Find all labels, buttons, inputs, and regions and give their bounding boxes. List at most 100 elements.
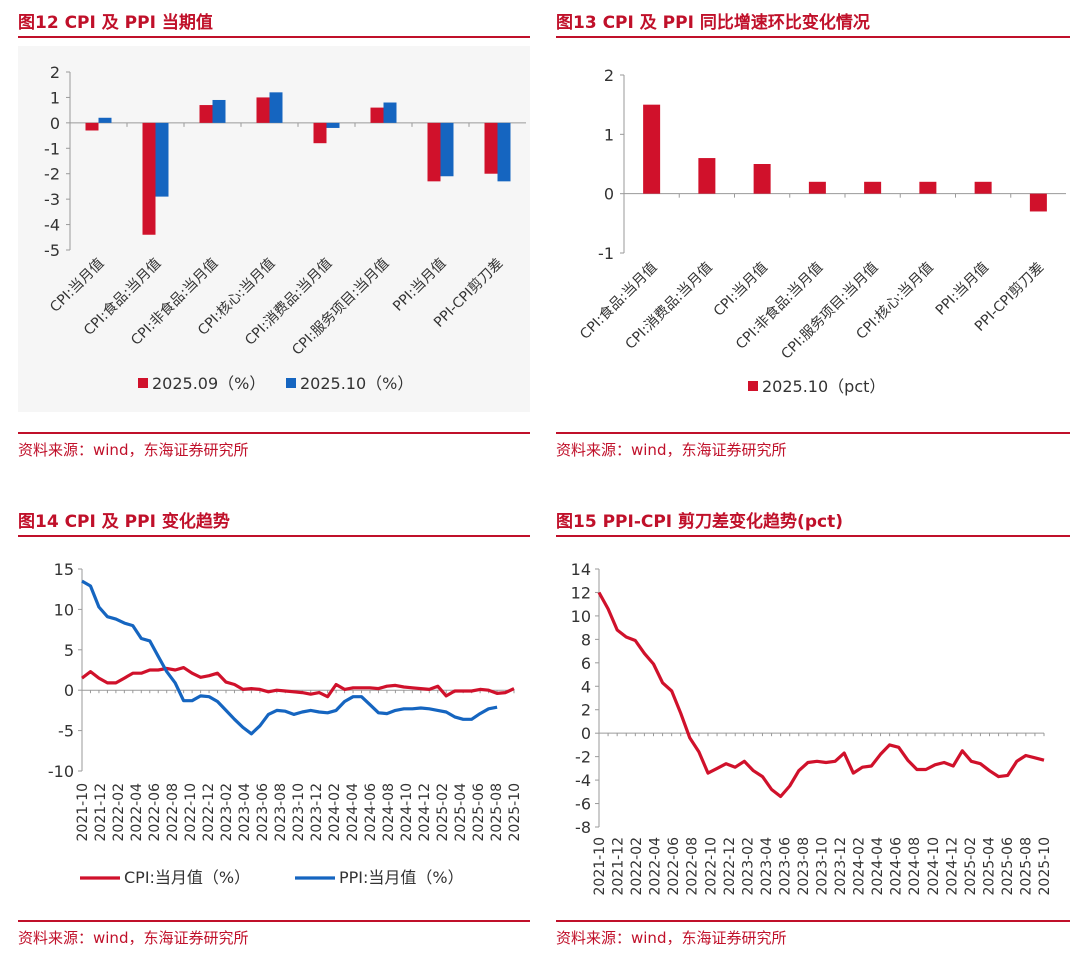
fig14-title: 图14 CPI 及 PPI 变化趋势: [18, 512, 230, 532]
fig15-y-tick-label: 12: [571, 583, 591, 602]
fig12-x-tick-label: PPI:当月值: [390, 256, 449, 315]
fig13-source: 资料来源：wind，东海证券研究所: [556, 441, 787, 459]
fig15-series-line: [597, 591, 1045, 799]
fig14-x-tick-label: 2021-12: [93, 783, 109, 842]
fig15-x-tick-label: 2025-10: [1037, 837, 1053, 896]
fig15-y-tick-label: 6: [581, 654, 591, 673]
fig12-y-tick-label: 0: [50, 114, 60, 133]
fig13-legend-swatch: [748, 381, 758, 391]
fig14-x-tick-label: 2022-12: [201, 783, 217, 842]
fig13-source-rule: [556, 432, 1070, 434]
fig13-x-tick-label: CPI:服务项目:当月值: [778, 260, 881, 363]
fig14-x-tick-label: 2023-04: [237, 783, 253, 842]
fig12-legend-label: 2025.09（%）: [152, 374, 265, 393]
fig15-x-tick-label: 2025-04: [981, 837, 997, 896]
fig15-x-tick-label: 2023-08: [796, 837, 812, 896]
fig15-y-tick-label: -4: [575, 771, 591, 790]
fig12-y-tick-label: 2: [50, 63, 60, 82]
fig13-y-tick-label: 0: [604, 185, 614, 204]
fig14-x-tick-label: 2025-08: [489, 783, 505, 842]
fig13-title: 图13 CPI 及 PPI 同比增速环比变化情况: [556, 13, 870, 33]
fig12-bar: [484, 122, 498, 174]
fig15-x-tick-label: 2022-12: [722, 837, 738, 896]
fig12-y-tick-label: 1: [50, 88, 60, 107]
fig14-x-tick-label: 2022-04: [129, 783, 145, 842]
fig13-y-tick-label: 2: [604, 66, 614, 85]
fig12-legend-label: 2025.10（%）: [300, 374, 413, 393]
fig15-x-tick-label: 2023-12: [833, 837, 849, 896]
fig12-chart: 210-1-2-3-4-5CPI:当月值CPI:食品:当月值CPI:非食品:当月…: [44, 63, 526, 393]
fig14-x-tick-label: 2023-06: [255, 783, 271, 842]
fig12-title: 图12 CPI 及 PPI 当期值: [18, 13, 213, 33]
fig15-x-tick-label: 2023-10: [815, 837, 831, 896]
fig14-x-tick-label: 2025-06: [471, 783, 487, 842]
fig15-y-tick-label: 8: [581, 630, 591, 649]
fig14-series-line: [81, 579, 498, 736]
fig15-x-tick-label: 2024-08: [907, 837, 923, 896]
fig15-x-tick-label: 2024-04: [870, 837, 886, 896]
fig15-source-rule: [556, 920, 1070, 922]
fig12-legend-swatch: [138, 378, 148, 388]
fig14-x-tick-label: 2024-12: [417, 783, 433, 842]
fig14-legend-label: CPI:当月值（%）: [124, 868, 250, 887]
fig15-x-tick-label: 2024-02: [852, 837, 868, 896]
fig14-x-tick-label: 2023-10: [291, 783, 307, 842]
fig15-x-tick-label: 2022-08: [685, 837, 701, 896]
fig14-source-rule: [18, 920, 530, 922]
fig14-y-tick-label: -10: [48, 762, 74, 781]
fig15-x-tick-label: 2022-10: [703, 837, 719, 896]
fig13-bar: [919, 181, 937, 194]
fig13-bar: [753, 164, 771, 194]
fig15-x-tick-label: 2025-02: [963, 837, 979, 896]
fig15-title: 图15 PPI-CPI 剪刀差变化趋势(pct): [556, 512, 843, 532]
fig15-y-tick-label: 10: [571, 607, 591, 626]
fig13-bar: [864, 181, 882, 194]
fig14-x-tick-label: 2024-08: [381, 783, 397, 842]
fig13-bar: [1029, 193, 1047, 212]
fig12-bar: [98, 117, 112, 123]
fig15-x-tick-label: 2025-06: [1000, 837, 1016, 896]
fig12-y-tick-label: -4: [44, 216, 60, 235]
fig14-x-tick-label: 2022-08: [165, 783, 181, 842]
fig15-source: 资料来源：wind，东海证券研究所: [556, 929, 787, 947]
fig12-bar: [269, 92, 283, 123]
fig12-source: 资料来源：wind，东海证券研究所: [18, 441, 249, 459]
fig13-x-tick-label: CPI:当月值: [711, 260, 771, 320]
fig14-x-tick-label: 2023-02: [219, 783, 235, 842]
fig14-x-tick-label: 2022-10: [183, 783, 199, 842]
fig14-x-tick-label: 2022-06: [147, 783, 163, 842]
fig12-legend-swatch: [286, 378, 296, 388]
fig14-x-tick-label: 2024-02: [327, 783, 343, 842]
fig14-x-tick-label: 2023-08: [273, 783, 289, 842]
fig13-y-tick-label: 1: [604, 125, 614, 144]
fig15-x-tick-label: 2023-04: [759, 837, 775, 896]
fig15-y-tick-label: 2: [581, 701, 591, 720]
fig13-bar: [808, 181, 826, 194]
fig14-y-tick-label: 15: [54, 560, 74, 579]
fig12-y-tick-label: -2: [44, 165, 60, 184]
fig14-x-tick-label: 2024-06: [363, 783, 379, 842]
fig12-bar: [427, 122, 441, 182]
fig12-x-tick-label: CPI:服务项目:当月值: [289, 256, 392, 359]
fig12-y-tick-label: -3: [44, 190, 60, 209]
fig13-bar: [974, 181, 992, 194]
fig13-x-tick-label: PPI:当月值: [933, 260, 992, 319]
fig15-title-rule: [556, 535, 1070, 537]
fig12-bar: [199, 105, 213, 123]
fig15-x-tick-label: 2023-06: [777, 837, 793, 896]
fig15-x-tick-label: 2024-10: [926, 837, 942, 896]
fig15-y-tick-label: 0: [581, 724, 591, 743]
fig12-bar: [85, 122, 99, 131]
fig14-y-tick-label: -5: [58, 722, 74, 741]
fig15-y-tick-label: 4: [581, 677, 591, 696]
fig15-x-tick-label: 2024-06: [889, 837, 905, 896]
fig12-bar: [326, 122, 340, 128]
fig14-source: 资料来源：wind，东海证券研究所: [18, 929, 249, 947]
fig15-y-tick-label: -8: [575, 818, 591, 837]
fig15-x-tick-label: 2022-02: [629, 837, 645, 896]
fig12-bar: [440, 122, 454, 177]
fig13-chart: 210-1CPI:食品:当月值CPI:消费品:当月值CPI:当月值CPI:非食品…: [576, 66, 1066, 396]
fig14-x-tick-label: 2024-10: [399, 783, 415, 842]
fig12-source-rule: [18, 432, 530, 434]
